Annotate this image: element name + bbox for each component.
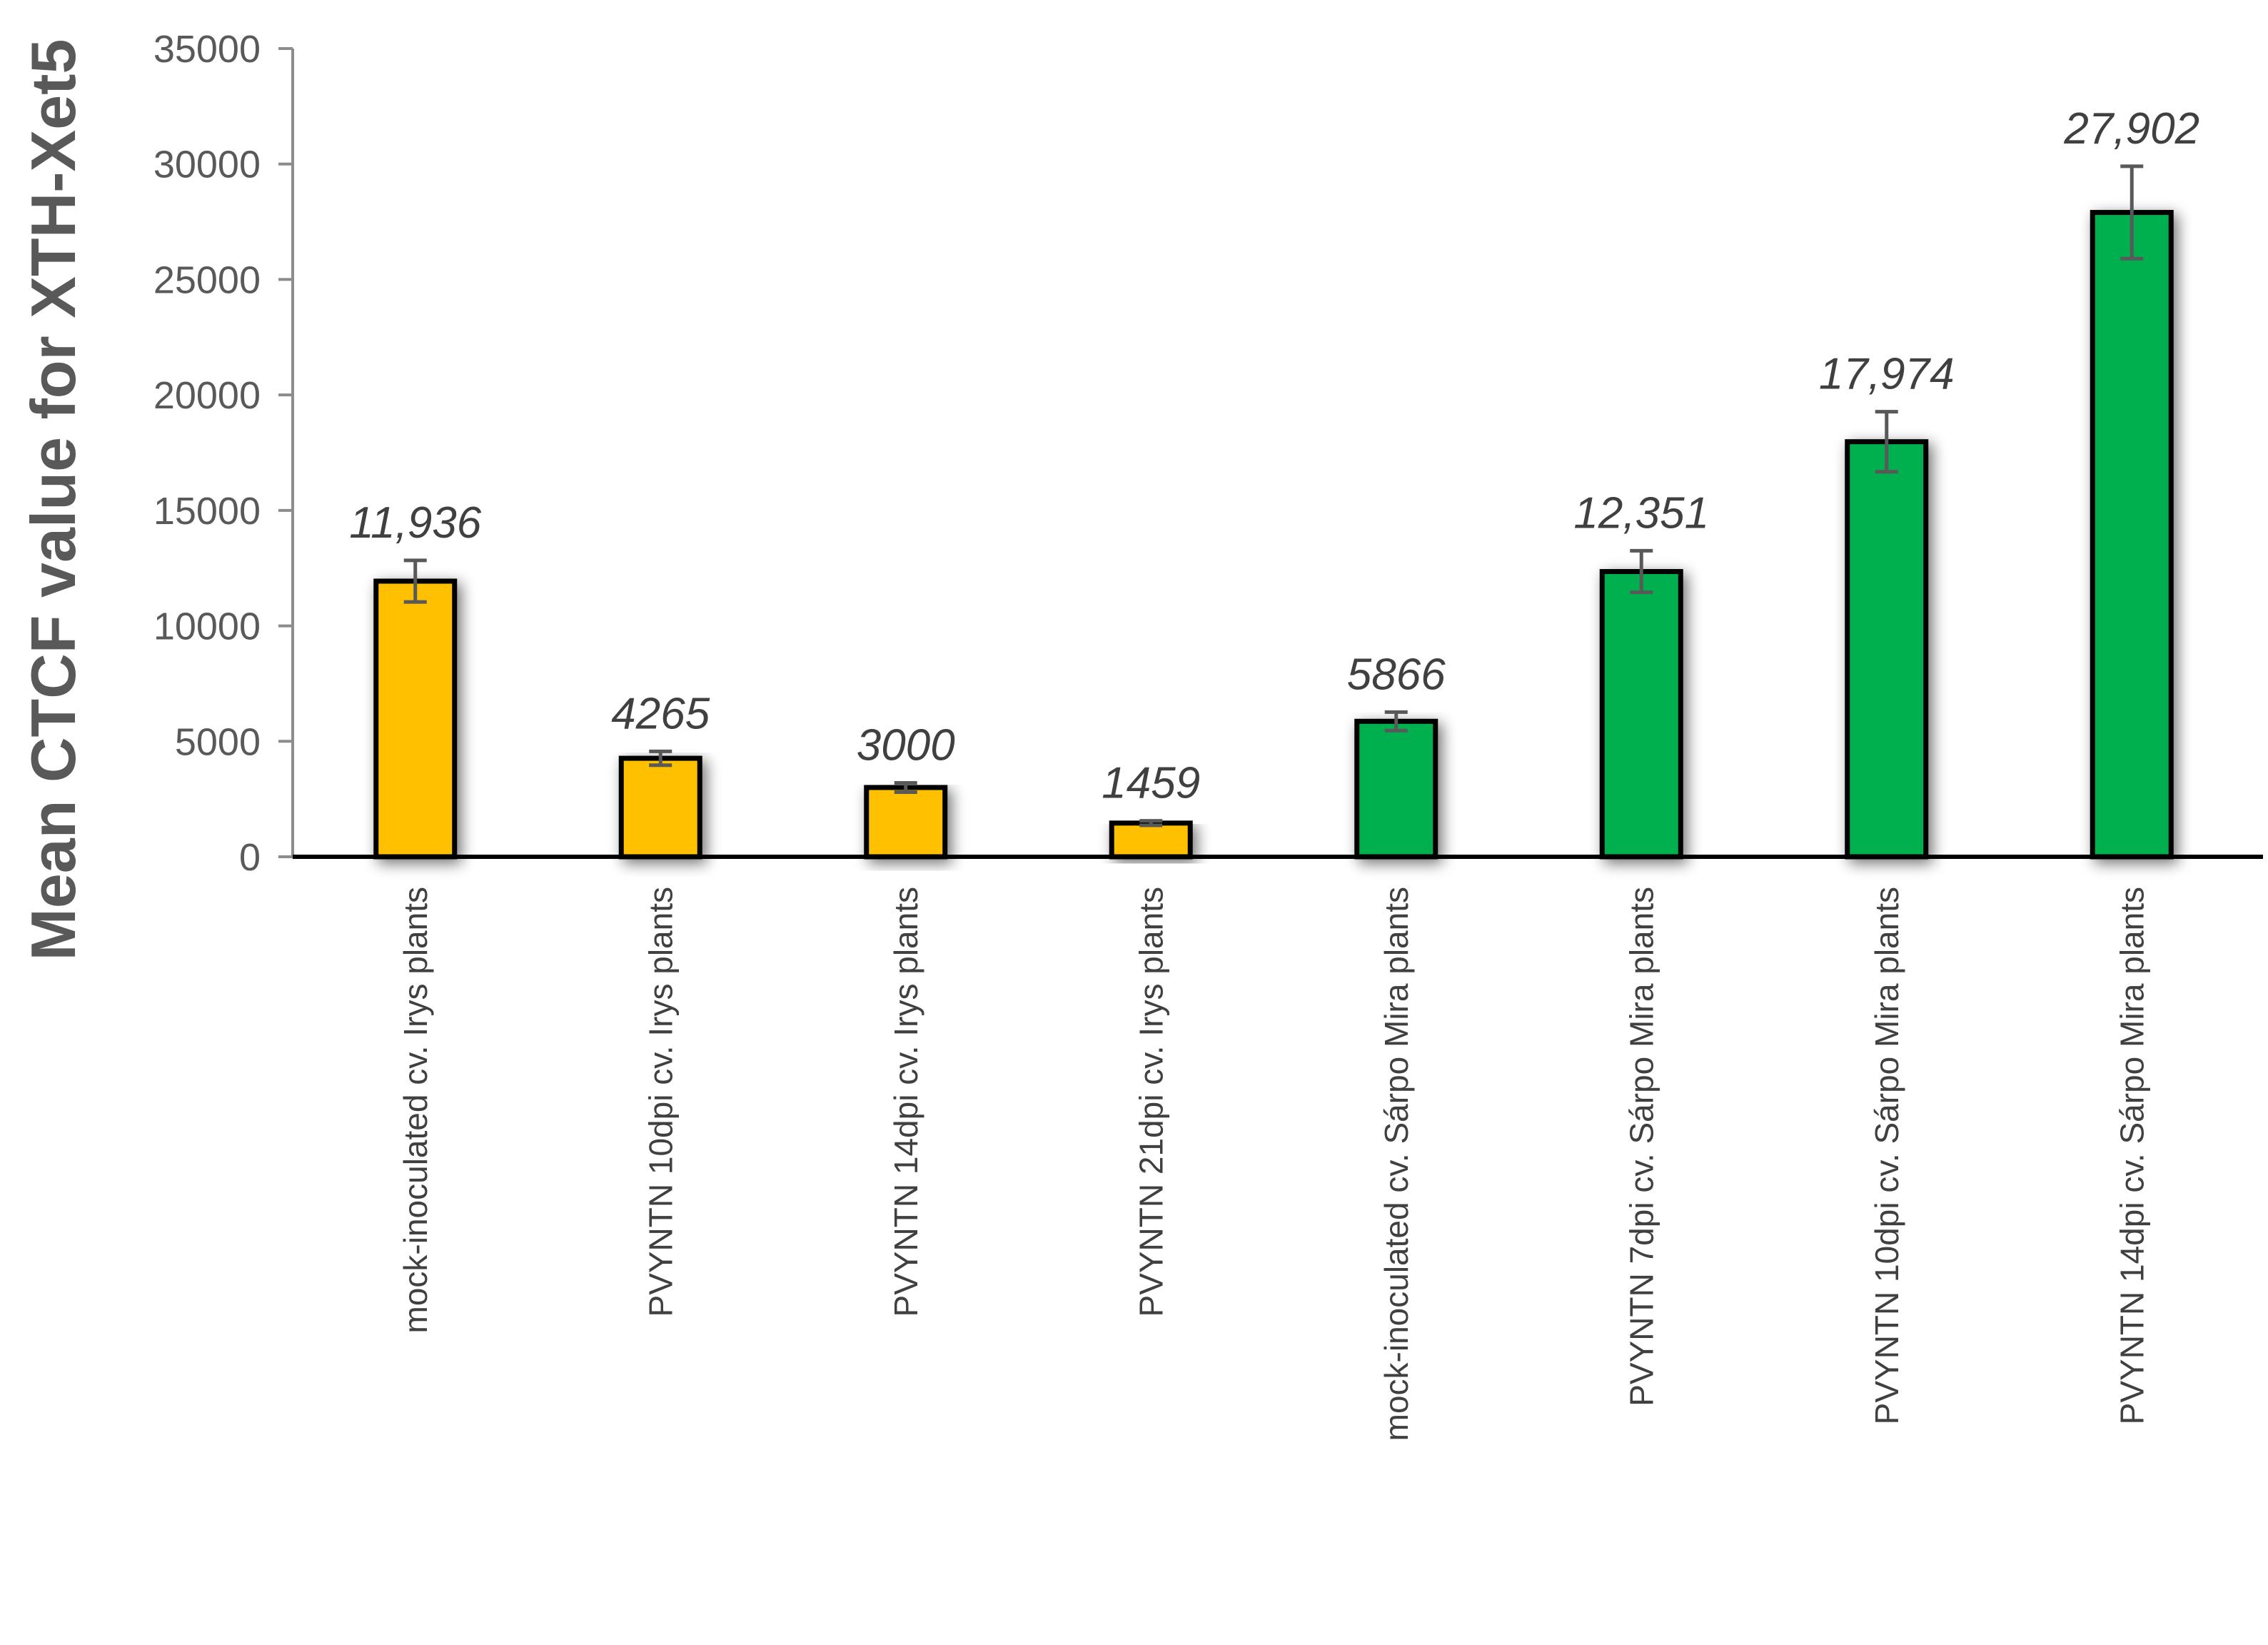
bar (2090, 210, 2174, 860)
bar (1845, 439, 1929, 860)
data-label: 4265 (611, 689, 710, 738)
y-tick-label: 35000 (153, 28, 261, 71)
y-tick-label: 10000 (153, 605, 261, 648)
labels: 0 5000 10000 15000 20000 25000 30000 35000 11,93… (153, 28, 2199, 1441)
category-label: mock-inoculated cv. Irys plants (397, 887, 434, 1334)
y-tick-label: 25000 (153, 258, 261, 301)
y-tick-label: 0 (239, 836, 261, 879)
category-label: PVYNTN 7dpi cv. Sárpo Mira plants (1623, 887, 1660, 1407)
category-label: PVYNTN 21dpi cv. Irys plants (1132, 887, 1169, 1317)
data-label: 5866 (1347, 650, 1446, 699)
bar (864, 785, 948, 860)
bar (1599, 569, 1683, 860)
y-tick-label: 5000 (175, 720, 261, 763)
data-label: 12,351 (1573, 488, 1709, 538)
bar (373, 578, 458, 860)
data-label: 27,902 (2063, 104, 2199, 154)
y-tick-label: 15000 (153, 490, 261, 533)
y-tick-label: 30000 (153, 144, 261, 186)
category-label: PVYNTN 14dpi cv. Sárpo Mira plants (2113, 887, 2150, 1424)
bars (373, 164, 2174, 860)
data-label: 11,936 (349, 498, 482, 548)
bar (618, 755, 702, 860)
y-tick-label: 20000 (153, 374, 261, 417)
category-label: PVYNTN 14dpi cv. Irys plants (887, 887, 924, 1317)
bar (1109, 820, 1193, 860)
category-label: PVYNTN 10dpi cv. Sárpo Mira plants (1868, 887, 1905, 1424)
y-axis-title-group: Mean CTCF value for XTH-Xet5 (18, 39, 89, 961)
axes (278, 47, 2263, 859)
data-label: 17,974 (1819, 350, 1955, 399)
y-axis-title: Mean CTCF value for XTH-Xet5 (18, 39, 89, 961)
bar (1354, 718, 1438, 860)
category-label: mock-inoculated cv. Sárpo Mira plants (1378, 887, 1415, 1441)
data-label: 1459 (1102, 759, 1200, 808)
category-label: PVYNTN 10dpi cv. Irys plants (642, 887, 679, 1317)
data-label: 3000 (857, 721, 955, 770)
